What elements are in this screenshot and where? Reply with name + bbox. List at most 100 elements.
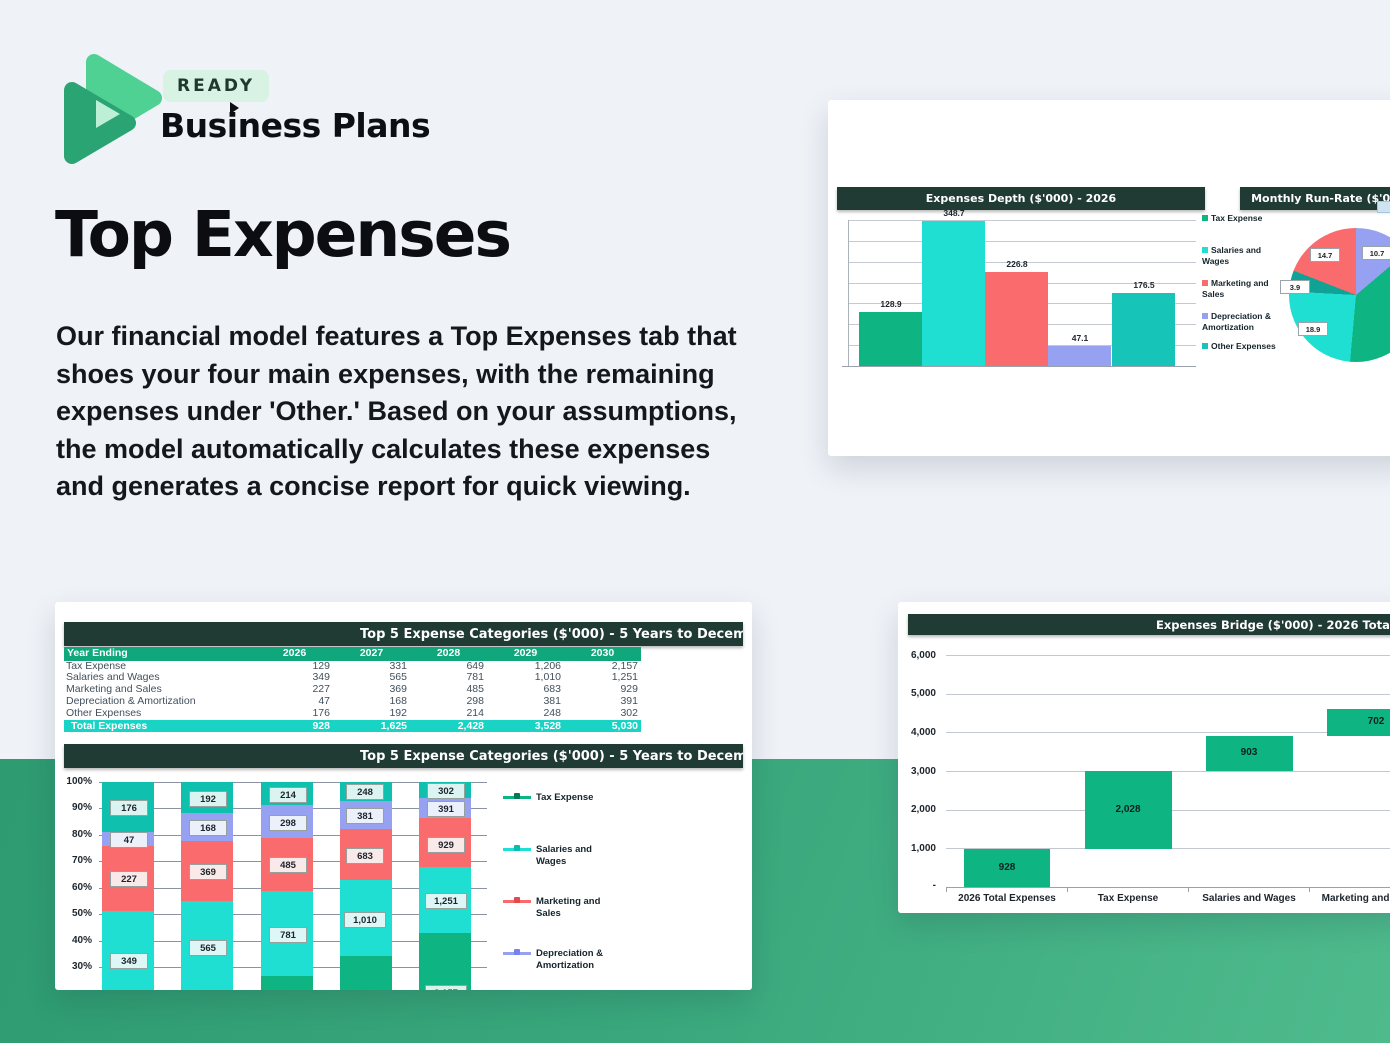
depth-chart-title-bar: Expenses Depth ($'000) - 2026 [837, 187, 1205, 210]
table-title: Top 5 Expense Categories ($'000) - 5 Yea… [360, 626, 743, 642]
expenses-depth-card: Expenses Depth ($'000) - 2026 Monthly Ru… [828, 100, 1390, 456]
gridline [848, 262, 1196, 263]
legend-swatch [1202, 343, 1208, 349]
bridge-chart-title-bar: Expenses Bridge ($'000) - 2026 Total Exp… [908, 614, 1390, 635]
legend-marker [514, 793, 520, 799]
column-header: 2029 [513, 647, 538, 659]
pie-slice-label: 3.9 [1280, 280, 1310, 294]
cell: 391 [620, 694, 638, 707]
cell: 1,251 [611, 671, 638, 684]
segment-value-label: 929 [427, 837, 465, 853]
segment-value-label: 391 [427, 801, 465, 817]
bar-other-expenses [1112, 293, 1175, 366]
waterfall-bar-tax [1085, 771, 1172, 849]
y-axis-line [848, 220, 849, 366]
segment-value-label: 1,010 [344, 912, 386, 928]
cell: 649 [466, 659, 484, 672]
segment-value-label: 47 [110, 832, 148, 848]
segment-tax [261, 975, 313, 990]
y-tick: 80% [71, 829, 92, 840]
gridline [848, 220, 1196, 221]
cell: 369 [389, 683, 407, 696]
cell: 683 [543, 683, 561, 696]
cell: 565 [389, 671, 407, 684]
segment-salaries [102, 910, 154, 990]
row-label: Salaries and Wages [66, 671, 160, 684]
runrate-chart-title: Monthly Run-Rate ($'000) - [1251, 192, 1390, 205]
bar-value-label: 2,028 [1115, 804, 1141, 815]
segment-value-label: 781 [269, 927, 307, 943]
legend-swatch [1202, 280, 1208, 286]
ready-badge: READY [163, 70, 270, 102]
play-dot-icon [230, 102, 239, 114]
cell: 5,030 [611, 719, 638, 732]
segment-value-label: 683 [346, 848, 384, 864]
cell: 248 [543, 706, 561, 719]
y-tick: 1,000 [910, 843, 936, 854]
legend-item: Marketing and Sales [503, 896, 621, 921]
cell: 928 [312, 719, 330, 732]
cell: 227 [312, 683, 330, 696]
category-label: Tax Expense [1097, 893, 1159, 904]
row-label: Tax Expense [66, 659, 127, 672]
y-tick: 100% [66, 776, 92, 787]
stacked-chart-title: Top 5 Expense Categories ($'000) - 5 Yea… [360, 748, 743, 764]
segment-value-label: 369 [189, 864, 227, 880]
stacked-bar-2027 [181, 782, 233, 990]
cell: 485 [466, 683, 484, 696]
segment-value-label: 298 [269, 815, 307, 831]
y-tick: 2,000 [910, 804, 936, 815]
y-tick: 30% [71, 961, 92, 972]
legend-marker [514, 949, 520, 955]
waterfall-bar-salaries [1206, 736, 1293, 771]
table-row: Salaries and Wages 349 565 781 1,010 1,2… [64, 671, 641, 684]
legend-label: Tax Expense [1211, 213, 1263, 223]
stacked-bar-2028 [261, 782, 313, 990]
row-label: Total Expenses [71, 719, 148, 732]
brand-name: Business Plans [160, 102, 510, 145]
bridge-chart-title: Expenses Bridge ($'000) - 2026 Total Exp… [1156, 617, 1390, 632]
legend-label: Salaries and Wages [1202, 245, 1262, 267]
y-tick: 90% [71, 802, 92, 813]
cell: 47 [318, 694, 330, 707]
bar-salaries-wages [922, 221, 985, 366]
bar-marketing-sales [985, 272, 1048, 366]
cell: 168 [389, 694, 407, 707]
segment-value-label: 485 [269, 857, 307, 873]
axis-tick [1309, 887, 1310, 892]
segment-value-label: 1,251 [425, 893, 467, 909]
bar-value-label: 928 [998, 862, 1016, 873]
bar-depreciation-amortization [1048, 346, 1111, 366]
legend-label: Depreciation & Amortization [1202, 311, 1271, 333]
segment-value-label: 2,157 [425, 985, 467, 990]
axis-tick [1188, 887, 1189, 892]
x-axis-line [946, 887, 1390, 888]
y-tick: 4,000 [910, 727, 936, 738]
y-tick: 50% [71, 908, 92, 919]
legend-swatch [1202, 247, 1208, 253]
legend-label: Marketing and Sales [1202, 278, 1269, 300]
expenses-bridge-card: Expenses Bridge ($'000) - 2026 Total Exp… [898, 602, 1390, 913]
row-label: Marketing and Sales [66, 683, 162, 696]
bar-value-label: 702 [1367, 716, 1385, 727]
table-total-row: Total Expenses 928 1,625 2,428 3,528 5,0… [64, 719, 641, 733]
legend-marker [514, 845, 520, 851]
segment-value-label: 565 [189, 940, 227, 956]
legend-item: Tax Expense [503, 792, 621, 804]
legend-label: Marketing and Sales [536, 896, 601, 920]
depth-chart-title: Expenses Depth ($'000) - 2026 [925, 192, 1117, 205]
column-header: 2028 [436, 647, 461, 659]
pie-slice-label: 18.9 [1298, 322, 1328, 336]
table-row: Other Expenses 176 192 214 248 302 [64, 706, 641, 720]
segment-value-label: 176 [110, 800, 148, 816]
category-label: Salaries and Wages [1202, 893, 1296, 904]
legend-label: Tax Expense [536, 792, 594, 803]
segment-value-label: 192 [189, 791, 227, 807]
selected-cell-box [1377, 201, 1390, 213]
bar-value-label: 128.9 [880, 299, 902, 309]
segment-tax [340, 956, 392, 990]
cell: 129 [312, 659, 330, 672]
cell: 2,428 [457, 719, 484, 732]
page-description: Our financial model features a Top Expen… [56, 321, 737, 502]
legend-swatch [1202, 313, 1208, 319]
